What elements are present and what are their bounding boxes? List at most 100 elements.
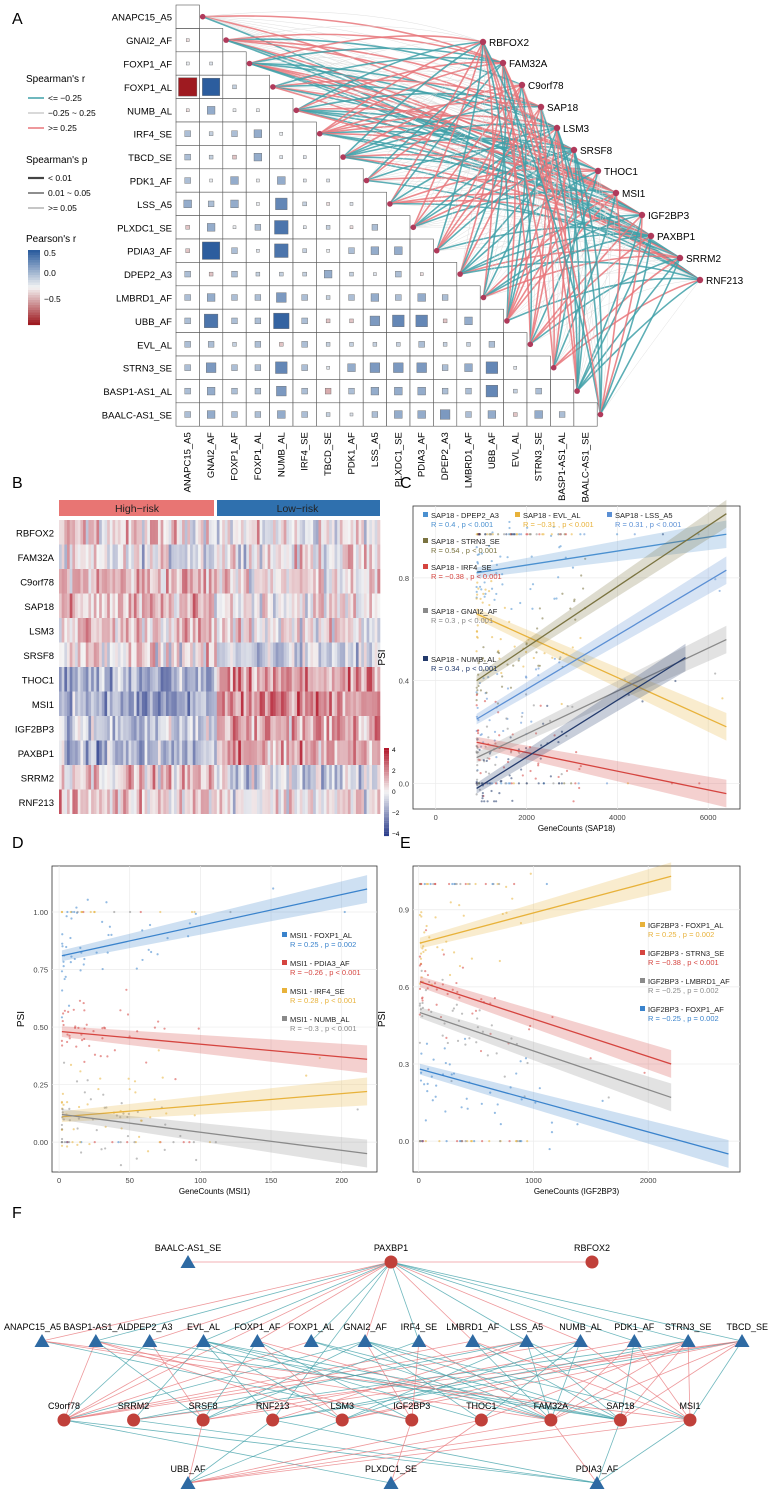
- heat-cell: [163, 520, 167, 545]
- heat-cell: [184, 593, 188, 618]
- heat-cell: [374, 520, 378, 545]
- heat-cell: [307, 667, 311, 692]
- heat-cell: [125, 618, 129, 643]
- scatter-point: [77, 1026, 80, 1029]
- scatter-point: [423, 882, 426, 886]
- scatter-point: [418, 1004, 421, 1007]
- scatter-point: [443, 1022, 446, 1025]
- node-pdk1-af-label: PDK1_AF: [614, 1322, 655, 1332]
- legend-name: MSI1 - FOXP1_AL: [290, 931, 352, 940]
- network-link: [389, 167, 599, 205]
- heat-cell: [174, 667, 177, 692]
- matrix-square: [232, 84, 237, 90]
- heat-cell: [374, 740, 378, 765]
- heat-cell: [329, 667, 333, 692]
- heat-cell: [96, 520, 100, 545]
- heat-cell: [313, 691, 317, 716]
- heat-cell: [163, 765, 167, 790]
- heat-cell: [117, 569, 121, 594]
- matrix-square: [231, 411, 238, 418]
- colorbar-step: [28, 295, 40, 298]
- heat-cell: [77, 691, 81, 716]
- scatter-point: [460, 1012, 464, 1015]
- scatter-point: [67, 1010, 70, 1013]
- matrix-square: [370, 293, 379, 302]
- colorbar-step: [384, 831, 389, 834]
- scatter-point: [478, 553, 481, 556]
- heat-cell: [355, 569, 359, 594]
- heat-cell: [273, 765, 276, 790]
- scatter-point: [506, 663, 509, 666]
- heat-cell: [286, 691, 290, 716]
- matrix-square: [440, 409, 451, 420]
- heat-cell: [96, 569, 100, 594]
- legend-stats: R = 0.28 , p < 0.001: [290, 996, 356, 1005]
- scatter-point: [61, 942, 64, 945]
- y-tick-label: 0.00: [33, 1138, 48, 1147]
- heat-cell: [157, 667, 161, 692]
- heat-cell: [321, 593, 325, 618]
- legend-entry: MSI1 - FOXP1_ALR = 0.25 , p = 0.002: [282, 931, 356, 949]
- scatter-point: [477, 729, 480, 732]
- heat-cell: [339, 642, 343, 667]
- panel-a-correlation: ANAPC15_A5GNAI2_AFFOXP1_AFFOXP1_ALNUMB_A…: [26, 4, 744, 502]
- matrix-square: [254, 411, 262, 418]
- heat-cell: [72, 667, 76, 692]
- scatter-point: [532, 704, 535, 707]
- heat-cell: [149, 716, 153, 741]
- scatter-point: [508, 520, 511, 524]
- network-link: [502, 62, 578, 392]
- matrix-square: [325, 225, 331, 230]
- colorbar-step: [384, 816, 389, 819]
- matrix-square: [396, 342, 401, 347]
- scatter-point: [552, 525, 555, 528]
- gene-node-dot: [479, 38, 487, 46]
- node-fam32a-label: FAM32A: [534, 1401, 569, 1411]
- gene-label-sap18: SAP18: [547, 103, 579, 114]
- heat-cell: [128, 593, 132, 618]
- heat-cell: [286, 642, 290, 667]
- heat-cell: [184, 667, 188, 692]
- heat-cell: [224, 593, 228, 618]
- heat-cell: [72, 618, 76, 643]
- heat-cell: [248, 667, 252, 692]
- heat-cell: [208, 716, 212, 741]
- matrix-square: [185, 108, 190, 113]
- node-dpep2-a3: [142, 1334, 158, 1347]
- event-node-dot: [199, 13, 206, 20]
- scatter-point: [433, 982, 437, 985]
- heat-cell: [214, 716, 218, 741]
- matrix-square: [254, 294, 262, 301]
- heat-cell: [347, 544, 351, 569]
- network-edge: [342, 1340, 743, 1421]
- heat-cell: [75, 789, 79, 814]
- matrix-square: [534, 410, 543, 419]
- matrix-diag-cell: [433, 262, 458, 287]
- heat-cell: [363, 691, 367, 716]
- heat-cell: [144, 618, 148, 643]
- scatter-point: [482, 677, 485, 680]
- scatter-point: [466, 882, 470, 886]
- heat-cell: [355, 593, 359, 618]
- heat-cell: [256, 642, 260, 667]
- legend-name: IGF2BP3 - FOXP1_AF: [648, 1005, 724, 1014]
- scatter-point: [479, 772, 482, 775]
- matrix-square: [184, 364, 191, 371]
- scatter-point: [525, 693, 528, 696]
- heat-row: [59, 691, 381, 716]
- heat-cell: [120, 789, 124, 814]
- scatter-point: [476, 738, 479, 741]
- scatter-point: [537, 667, 540, 670]
- legend-swatch: [423, 564, 428, 569]
- x-tick-label: 1000: [525, 1176, 542, 1185]
- scatter-point: [509, 751, 513, 754]
- heat-cell: [243, 569, 247, 594]
- heat-cell: [200, 520, 204, 545]
- heat-cell: [179, 667, 183, 692]
- heat-cell: [141, 520, 145, 545]
- heat-cell: [206, 740, 210, 765]
- heat-cell: [88, 765, 92, 790]
- node-plxdc1-se: [383, 1476, 399, 1489]
- heat-cell: [326, 569, 330, 594]
- scatter-point: [457, 1019, 461, 1022]
